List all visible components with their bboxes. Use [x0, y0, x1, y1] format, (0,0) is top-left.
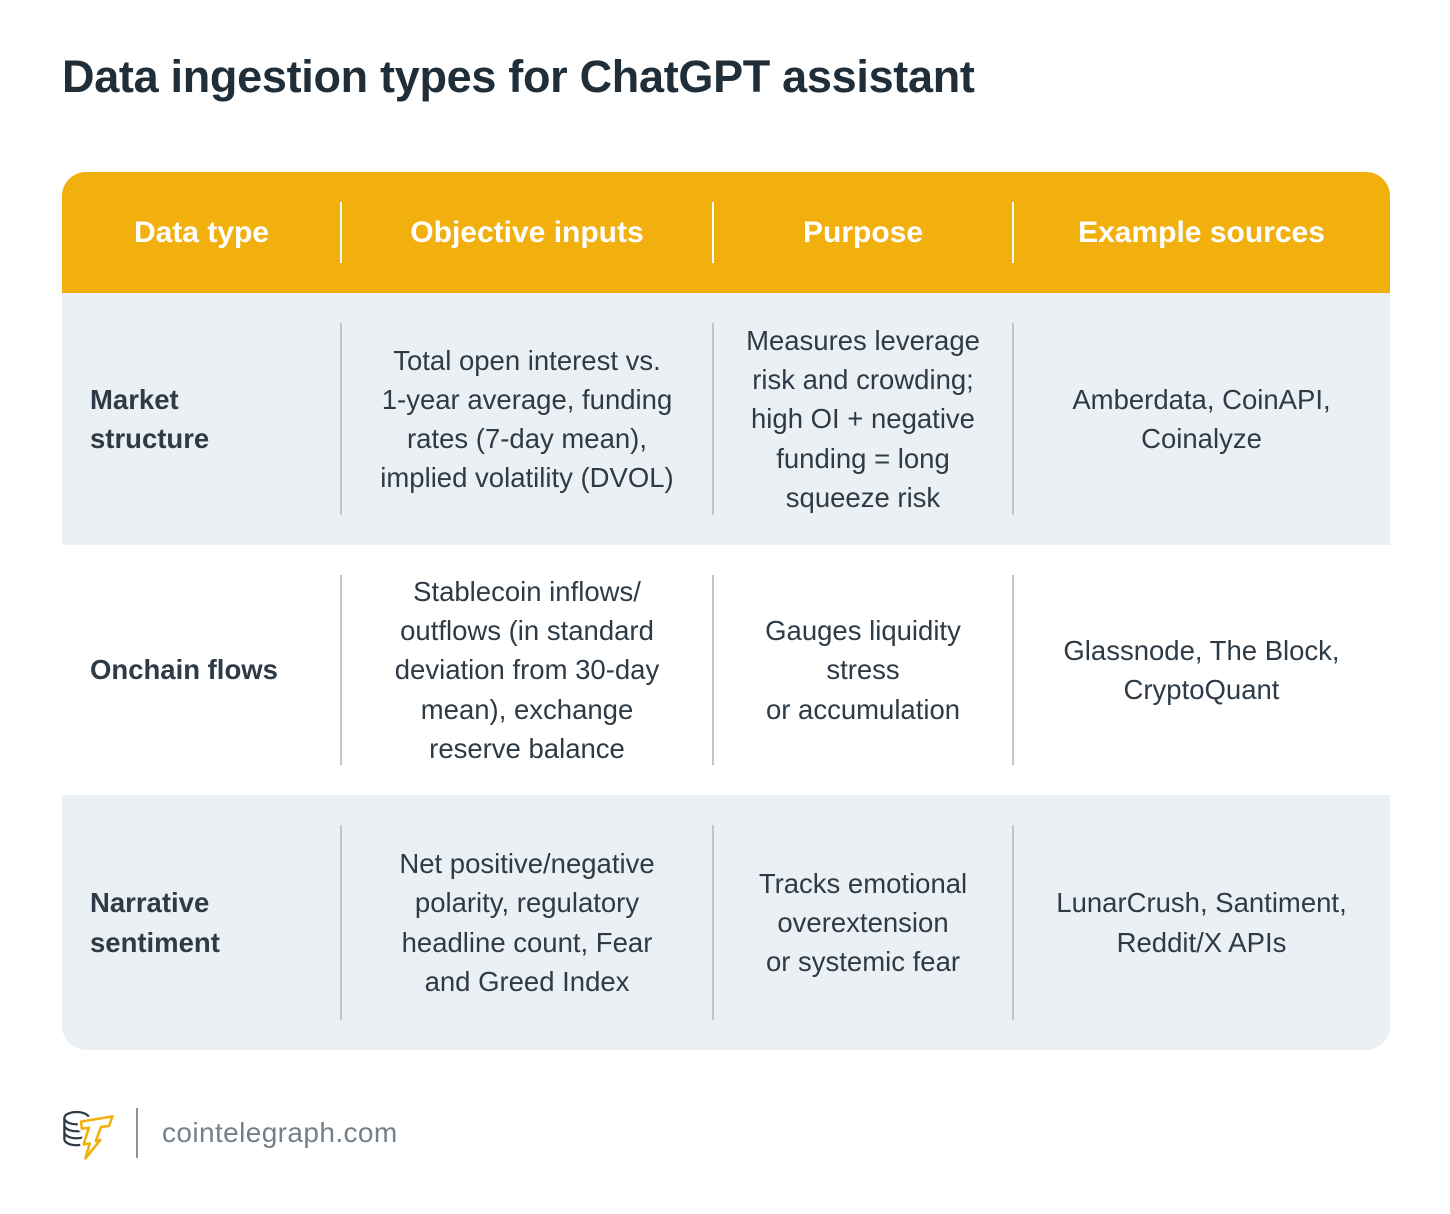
data-ingestion-table: Data type Objective inputs Purpose Examp…: [62, 172, 1390, 1050]
objective-inputs-cell: Net positive/negative polarity, regulato…: [399, 848, 655, 997]
objective-inputs-cell: Total open interest vs. 1-year average, …: [380, 344, 674, 494]
purpose-cell: Gauges liquidity stress or accumulation: [765, 615, 961, 725]
column-divider: [340, 323, 342, 515]
column-divider: [340, 825, 342, 1020]
row-label: Narrative sentiment: [90, 887, 220, 958]
example-sources-cell: Amberdata, CoinAPI, Coinalyze: [1072, 383, 1331, 454]
cointelegraph-logo-icon: [60, 1105, 116, 1161]
column-divider: [712, 323, 714, 515]
page-title: Data ingestion types for ChatGPT assista…: [62, 51, 975, 102]
row-label: Onchain flows: [90, 654, 278, 686]
column-divider: [340, 575, 342, 765]
table-header-row: Data type Objective inputs Purpose Examp…: [62, 172, 1390, 293]
table-row-onchain-flows: Onchain flows Stablecoin inflows/ outflo…: [62, 545, 1390, 795]
column-header-data-type: Data type: [133, 215, 270, 249]
column-divider: [712, 575, 714, 765]
purpose-cell: Tracks emotional overextension or system…: [758, 867, 968, 978]
column-header-purpose: Purpose: [802, 215, 924, 249]
header-column-divider: [712, 202, 714, 263]
footer-divider: [136, 1108, 138, 1158]
column-divider: [712, 825, 714, 1020]
row-label: Market structure: [90, 383, 210, 454]
footer-site-text: cointelegraph.com: [162, 1117, 398, 1148]
example-sources-cell: Glassnode, The Block, CryptoQuant: [1063, 634, 1340, 705]
example-sources-cell: LunarCrush, Santiment, Reddit/X APIs: [1056, 887, 1347, 958]
table-row-narrative-sentiment: Narrative sentiment Net positive/negativ…: [62, 795, 1390, 1050]
column-divider: [1012, 825, 1014, 1020]
purpose-cell: Measures leverage risk and crowding; hig…: [746, 325, 980, 513]
objective-inputs-cell: Stablecoin inflows/ outflows (in standar…: [394, 576, 660, 764]
footer: cointelegraph.com: [60, 1102, 398, 1164]
header-column-divider: [1012, 202, 1014, 263]
column-divider: [1012, 575, 1014, 765]
column-header-objective-inputs: Objective inputs: [410, 215, 644, 249]
column-divider: [1012, 323, 1014, 515]
table-row-market-structure: Market structure Total open interest vs.…: [62, 293, 1390, 545]
header-column-divider: [340, 202, 342, 263]
column-header-example-sources: Example sources: [1078, 215, 1325, 249]
